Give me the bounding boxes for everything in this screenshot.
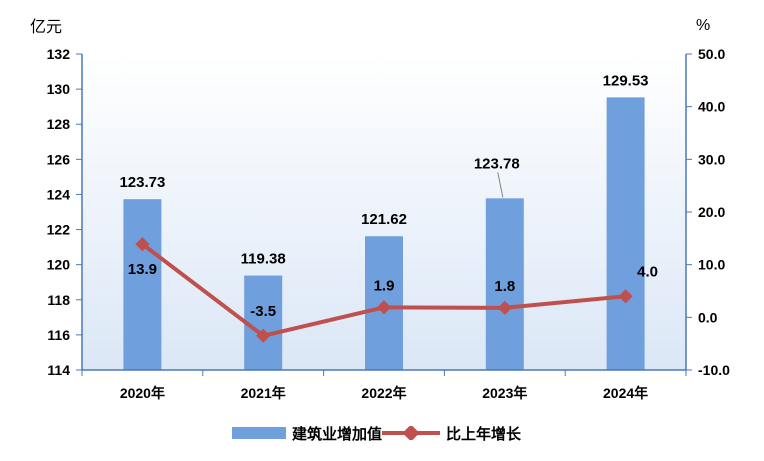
- bar: [123, 199, 162, 370]
- bar: [606, 97, 645, 371]
- category-labels: 2020年 2021年 2022年 2023年 2024年: [120, 385, 648, 401]
- category-label: 2022年: [361, 385, 406, 401]
- left-tick-label: 128: [47, 116, 71, 132]
- left-tick-label: 122: [47, 222, 71, 238]
- right-tick-label: 20.0: [698, 204, 725, 220]
- legend-bar-swatch: [232, 427, 286, 439]
- legend-line-label: 比上年增长: [446, 425, 522, 443]
- axes: [81, 54, 687, 376]
- left-tick-label: 118: [47, 292, 70, 308]
- line-marker: [135, 237, 150, 252]
- bar-value-label: 123.78: [474, 155, 520, 172]
- bar-series: 123.73 119.38 121.62 123.78 129.53: [119, 72, 649, 371]
- legend-item-line: 比上年增长: [382, 423, 521, 444]
- bar-value-label: 119.38: [241, 251, 286, 268]
- bar-value-label: 121.62: [361, 211, 407, 228]
- right-axis-ticks: -10.0 0.0 10.0 20.0 30.0 40.0 50.0: [686, 46, 730, 378]
- left-tick-label: 114: [47, 362, 70, 378]
- bar: [244, 275, 283, 370]
- bar-value-label: 129.53: [603, 72, 649, 89]
- right-tick-label: 50.0: [698, 46, 725, 62]
- right-axis-unit: %: [696, 17, 710, 34]
- right-tick-label: 10.0: [698, 257, 725, 273]
- category-label: 2020年: [120, 385, 165, 401]
- line-value-label: 1.8: [494, 278, 515, 295]
- left-tick-label: 126: [47, 151, 71, 167]
- left-tick-label: 120: [47, 257, 71, 273]
- line-value-label: 13.9: [128, 261, 157, 278]
- line-value-label: -3.5: [250, 303, 276, 320]
- right-tick-label: 30.0: [698, 151, 725, 167]
- right-tick-label: 0.0: [698, 309, 718, 325]
- line-marker: [497, 300, 512, 315]
- line-series: 13.9 -3.5 1.9 1.8 4.0: [128, 237, 658, 343]
- bar-label-leader: [497, 172, 504, 198]
- category-label: 2021年: [241, 385, 286, 401]
- legend-line-swatch: [382, 426, 441, 440]
- right-tick-label: 40.0: [698, 99, 725, 115]
- category-label: 2024年: [603, 385, 648, 401]
- legend-bar-label: 建筑业增加值: [292, 425, 383, 443]
- bar: [485, 198, 524, 370]
- left-tick-label: 116: [47, 327, 70, 343]
- bar-value-label: 123.73: [119, 174, 165, 191]
- right-tick-label: -10.0: [698, 362, 730, 378]
- left-tick-label: 130: [47, 81, 71, 97]
- category-label: 2023年: [482, 385, 527, 401]
- line-value-label: 4.0: [637, 263, 658, 280]
- left-tick-label: 124: [47, 186, 71, 202]
- line-value-label: 1.9: [374, 277, 395, 294]
- legend-item-bar: 建筑业增加值: [232, 423, 382, 444]
- line-marker: [256, 328, 271, 343]
- left-tick-label: 132: [47, 46, 71, 62]
- left-axis-ticks: 114 116 118 120 122 124 126 128 130 132: [47, 46, 82, 378]
- left-axis-unit: 亿元: [30, 18, 62, 36]
- line-marker: [376, 300, 392, 315]
- line-marker: [618, 289, 633, 304]
- legend: 建筑业增加值 比上年增长: [232, 421, 521, 445]
